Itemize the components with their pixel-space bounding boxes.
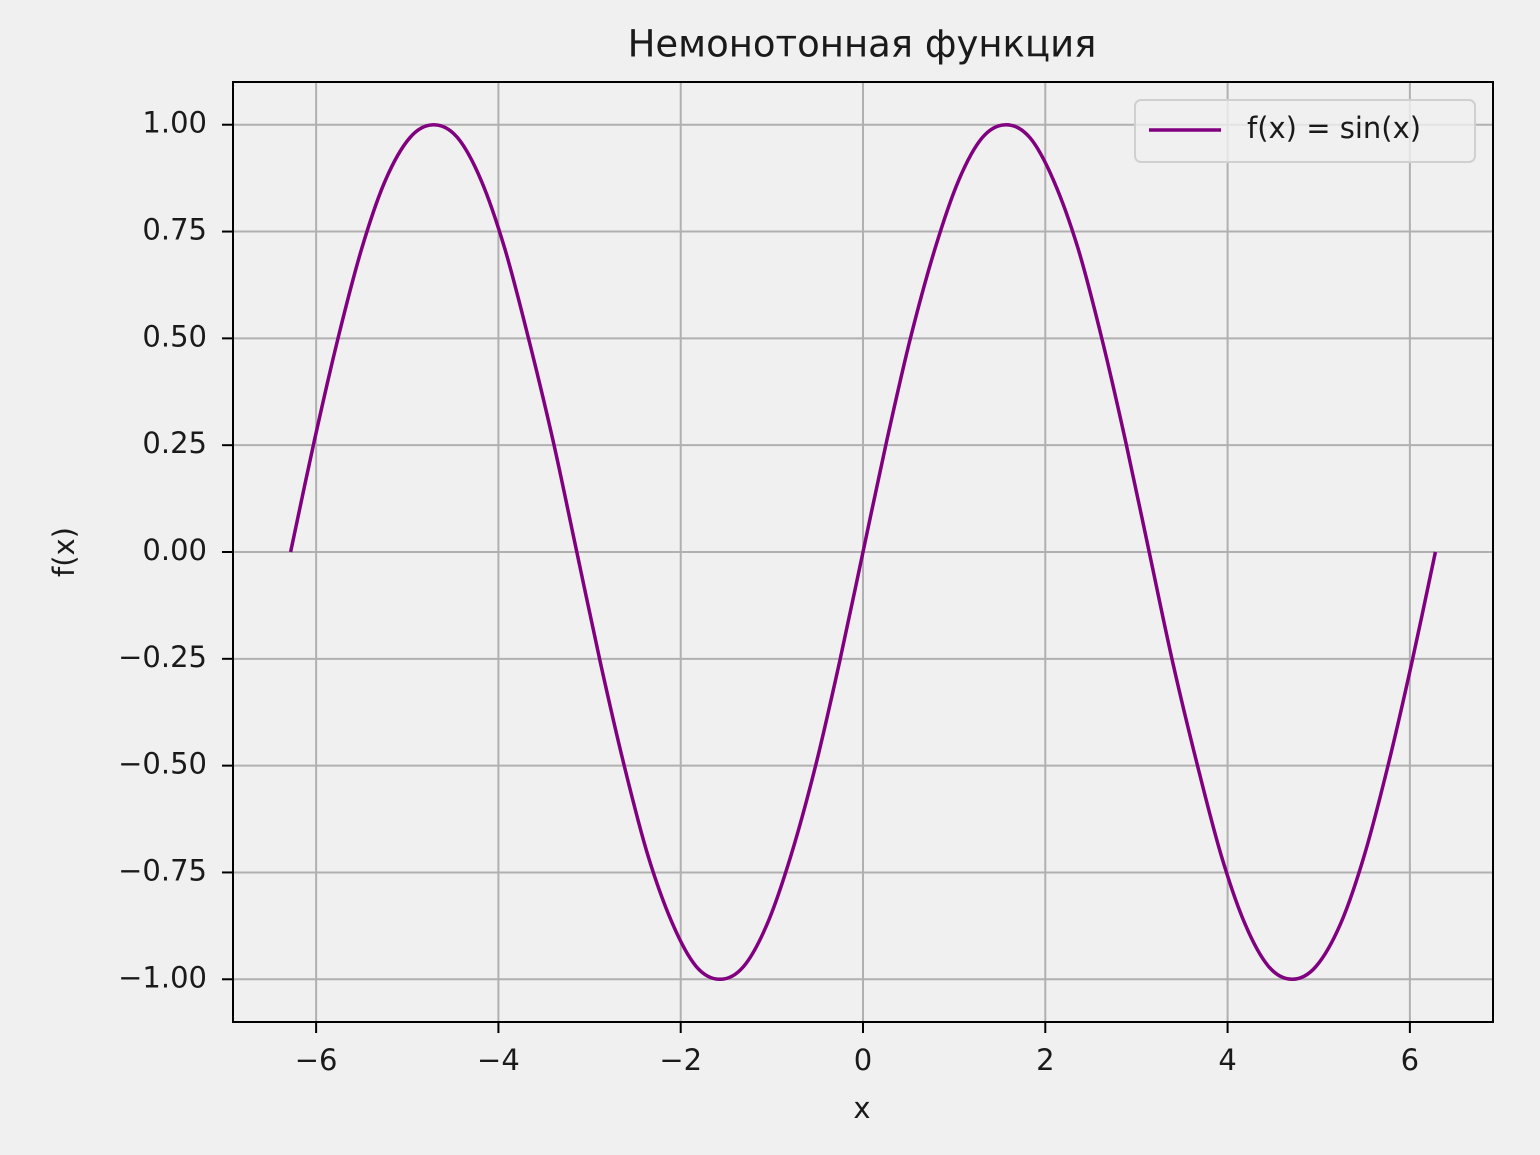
y-tick-label: 1.00	[142, 106, 207, 140]
x-tick-label: −2	[659, 1043, 702, 1077]
y-tick-label: −0.50	[118, 747, 207, 781]
y-tick-label: −0.25	[118, 640, 207, 674]
series-line	[288, 122, 1438, 982]
x-tick-label: −4	[477, 1043, 520, 1077]
x-tick-label: 0	[854, 1043, 872, 1077]
y-tick-label: 0.50	[142, 319, 207, 353]
x-axis-label: x	[853, 1091, 870, 1125]
x-tick-label: −6	[295, 1043, 338, 1077]
chart-title: Немонотонная функция	[628, 23, 1097, 66]
y-tick-label: 0.75	[142, 213, 207, 247]
y-tick-label: 0.25	[142, 426, 207, 460]
y-tick-label: 0.00	[142, 533, 207, 567]
legend-box	[1134, 99, 1476, 163]
y-axis-label: f(x)	[47, 527, 81, 577]
y-tick-label: −0.75	[118, 853, 207, 887]
legend-label: f(x) = sin(x)	[1247, 111, 1421, 145]
x-tick-label: 2	[1036, 1043, 1054, 1077]
x-tick-label: 4	[1218, 1043, 1236, 1077]
y-tick-label: −1.00	[118, 960, 207, 994]
axes-frame	[232, 81, 1494, 1023]
x-tick-label: 6	[1401, 1043, 1419, 1077]
